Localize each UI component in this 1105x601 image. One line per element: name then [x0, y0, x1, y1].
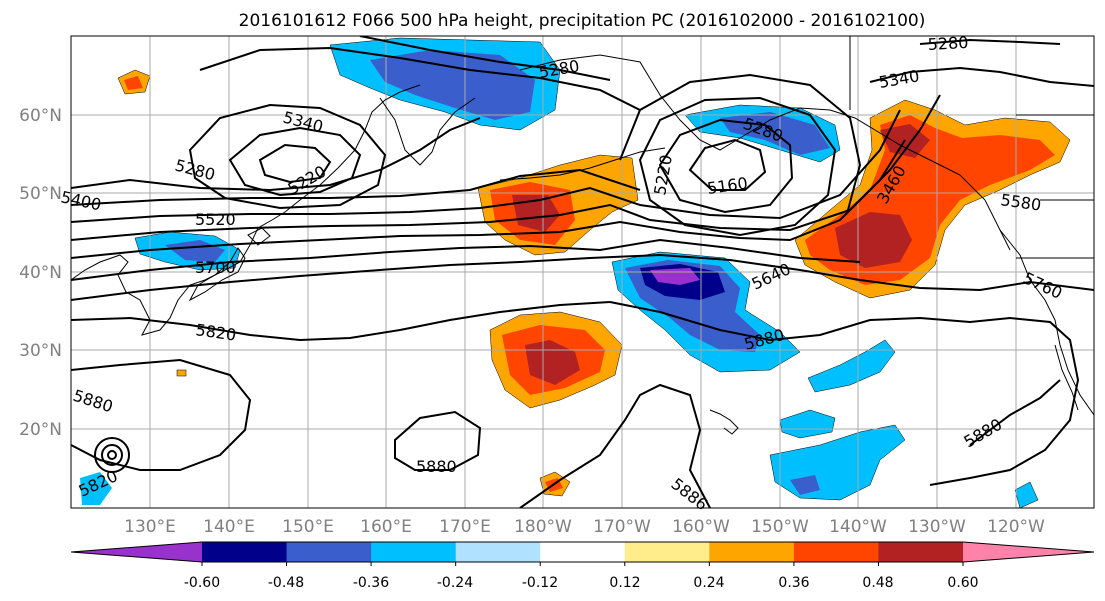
colorbar-segment [455, 542, 541, 562]
precip-region-blue-north-core [370, 50, 535, 120]
contour-label: 5520 [195, 210, 236, 229]
colorbar-segment [709, 542, 795, 562]
lon-label: 160°W [672, 517, 730, 537]
colorbar-tick-label: 0.60 [947, 575, 978, 591]
precip-region-darkred-n180 [512, 195, 560, 232]
colorbar-segment [793, 542, 879, 562]
lon-label: 170°W [593, 517, 651, 537]
colorbar-tick-label: -0.48 [268, 575, 304, 591]
lon-label: 160°E [360, 517, 412, 537]
contour-5880-west [71, 358, 252, 471]
coastline-aleutians [499, 147, 666, 181]
contour-low-east-5280 [638, 96, 837, 237]
colorbar-tick-label: -0.60 [184, 575, 220, 591]
precip-region-blue-sub4 [1014, 481, 1039, 508]
contour-label: 5700 [195, 258, 236, 277]
contour-low-east-5220 [658, 118, 794, 214]
latitude-labels: 60°N 50°N 40°N 30°N 20°N [19, 106, 62, 440]
map-gridlines [71, 36, 1094, 508]
lon-label: 130°E [124, 517, 176, 537]
contour-low-east-5340 [619, 73, 862, 211]
precip-region-red-small1 [124, 76, 143, 90]
contour-5700 [71, 238, 861, 281]
lon-label: 140°W [829, 517, 887, 537]
contour-5520 [71, 109, 901, 223]
contour-5580 [71, 94, 941, 241]
colorbar-tick-label: 0.48 [862, 575, 893, 591]
lat-label: 60°N [19, 106, 62, 126]
contour-label: 5280 [927, 33, 969, 54]
coastline-alaska [519, 54, 1011, 251]
contour-5400 [71, 117, 481, 192]
contour-low-west-5280 [228, 126, 362, 197]
colorbar [70, 541, 1095, 566]
colorbar-extend-low [71, 542, 202, 562]
figure-title: 2016101612 F066 500 hPa height, precipit… [239, 11, 926, 31]
contour-low-east-5160 [688, 138, 767, 191]
contour-se-5880 [969, 379, 1061, 446]
coastline-kamchatka [379, 97, 476, 166]
longitude-labels: 130°E 140°E 150°E 160°E 170°E 180°W 170°… [124, 517, 1045, 537]
colorbar-segment [624, 542, 710, 562]
colorbar-segment [878, 542, 964, 562]
contour-5880-central [609, 301, 1080, 486]
colorbar-tick-label: -0.24 [437, 575, 473, 591]
colorbar-segment [540, 542, 626, 562]
colorbar-tick-label: -0.12 [522, 575, 558, 591]
contour-5820-west [71, 301, 611, 342]
colorbar-tick-label: 0.36 [778, 575, 809, 591]
colorbar-extend-high [963, 542, 1094, 562]
lat-label: 50°N [19, 184, 62, 204]
precipitation-shading [80, 37, 1071, 508]
contour-low-west-5340 [188, 103, 387, 210]
coastline-japan [188, 247, 246, 302]
lat-label: 30°N [19, 341, 62, 361]
contour-north-5280 [359, 36, 611, 81]
lon-label: 150°W [751, 517, 809, 537]
height-contours [71, 36, 1094, 508]
lon-label: 180°W [514, 517, 572, 537]
map-panel: 5280 5340 5280 5220 5400 5520 5700 5820 … [59, 33, 1095, 514]
contour-label: 5880 [416, 457, 457, 476]
contour-low-west-5220 [258, 143, 332, 184]
precip-region-blue-sub2 [779, 409, 836, 439]
precip-region-orange-small3 [176, 369, 187, 377]
precip-region-darkred-sub [525, 340, 580, 385]
contour-5460 [71, 168, 641, 206]
lon-label: 120°W [987, 517, 1045, 537]
coastline-hokkaido [247, 227, 271, 246]
lon-label: 130°W [908, 517, 966, 537]
lat-label: 40°N [19, 263, 62, 283]
colorbar-tick-label: -0.36 [353, 575, 389, 591]
lon-label: 150°E [282, 517, 334, 537]
lon-label: 170°E [439, 517, 491, 537]
borders-na [849, 36, 1094, 259]
contour-5640 [71, 139, 906, 259]
contour-5880-island [394, 410, 482, 471]
precip-region-blue-sub3-core [790, 475, 820, 495]
colorbar-segment [371, 542, 457, 562]
map-frame [70, 35, 1095, 509]
contour-ne-5340 [869, 66, 1094, 87]
colorbar-tick-labels: -0.60 -0.48 -0.36 -0.24 -0.12 0.12 0.24 … [184, 575, 979, 591]
colorbar-tick-label: 0.24 [693, 575, 724, 591]
colorbar-segment [202, 542, 288, 562]
coastline-baja [1054, 344, 1079, 411]
contour-5880-south [519, 383, 711, 508]
contour-north-5340 [199, 46, 641, 111]
contour-5760 [71, 253, 1094, 301]
contour-sw-circles [94, 437, 131, 473]
colorbar-tick-label: 0.12 [609, 575, 640, 591]
precip-region-darkred-na [835, 212, 912, 268]
lon-label: 140°E [203, 517, 255, 537]
coastline-hawaii [709, 409, 739, 435]
contour-ne-5280 [919, 38, 1061, 45]
colorbar-segment [286, 542, 372, 562]
precip-region-blue-sw [80, 472, 112, 505]
precip-region-blue-sub1 [807, 339, 896, 393]
lat-label: 20°N [19, 420, 62, 440]
